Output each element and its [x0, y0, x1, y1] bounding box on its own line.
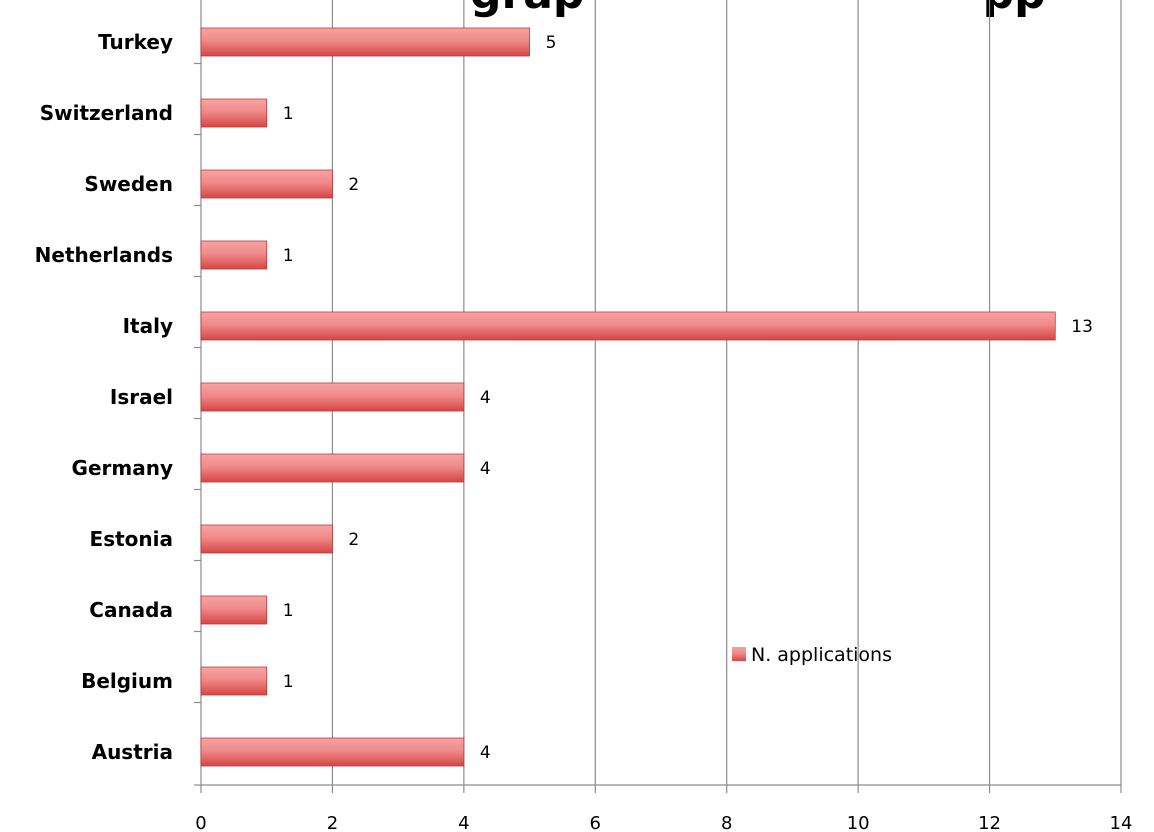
x-tick-label-2: 2 — [327, 813, 338, 832]
category-label-austria: Austria — [92, 740, 173, 764]
x-tick-labels: 0 2 4 6 8 10 12 14 — [195, 813, 1132, 832]
data-label-estonia: 2 — [348, 530, 359, 550]
data-label-netherlands: 1 — [283, 246, 294, 266]
data-label-austria: 4 — [480, 743, 491, 763]
category-label-sweden: Sweden — [84, 172, 173, 196]
category-label-netherlands: Netherlands — [35, 243, 173, 267]
x-tick-label-4: 4 — [458, 813, 469, 832]
legend-label: N. applications — [751, 644, 892, 666]
bar-belgium — [200, 666, 268, 696]
category-label-italy: Italy — [123, 314, 173, 338]
x-tick-label-0: 0 — [195, 813, 206, 832]
legend: N. applications — [732, 644, 892, 666]
bar-canada — [200, 595, 268, 625]
category-label-israel: Israel — [110, 385, 173, 409]
category-label-belgium: Belgium — [81, 669, 173, 693]
data-label-belgium: 1 — [283, 672, 294, 692]
category-label-estonia: Estonia — [90, 527, 173, 551]
bar-estonia — [200, 524, 333, 554]
bar-sweden — [200, 169, 333, 199]
data-label-switzerland: 1 — [283, 104, 294, 124]
gridlines — [331, 0, 1122, 785]
data-label-israel: 4 — [480, 388, 491, 408]
bar-austria — [200, 737, 465, 767]
bars — [200, 27, 1056, 767]
bar-netherlands — [200, 240, 268, 270]
category-label-germany: Germany — [72, 456, 173, 480]
x-tick-label-12: 12 — [978, 813, 1001, 832]
x-tick-label-14: 14 — [1110, 813, 1133, 832]
x-tick-label-10: 10 — [847, 813, 870, 832]
data-label-turkey: 5 — [546, 33, 557, 53]
category-label-switzerland: Switzerland — [40, 101, 173, 125]
bar-israel — [200, 382, 465, 412]
data-label-germany: 4 — [480, 459, 491, 479]
category-labels: Turkey Switzerland Sweden Netherlands Italy I… — [35, 30, 173, 764]
data-label-italy: 13 — [1071, 317, 1093, 337]
category-label-canada: Canada — [89, 598, 173, 622]
bar-germany — [200, 453, 465, 483]
bar-turkey — [200, 27, 530, 57]
category-label-turkey: Turkey — [98, 30, 173, 54]
chart-title-fragment: grap pp — [470, 0, 1046, 19]
legend-swatch — [732, 647, 746, 661]
bar-italy — [200, 311, 1056, 341]
x-tick-label-6: 6 — [590, 813, 601, 832]
data-label-sweden: 2 — [348, 175, 359, 195]
bar-switzerland — [200, 98, 268, 128]
data-labels: 5 1 2 1 13 4 4 2 1 1 4 — [283, 33, 1093, 763]
data-label-canada: 1 — [283, 601, 294, 621]
x-tick-label-8: 8 — [721, 813, 732, 832]
